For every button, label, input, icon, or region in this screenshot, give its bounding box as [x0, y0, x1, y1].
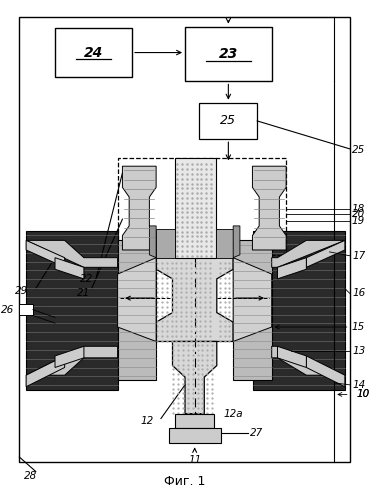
Text: 27: 27 — [250, 428, 263, 438]
Polygon shape — [233, 241, 272, 380]
Text: 29: 29 — [15, 286, 28, 296]
Text: 10: 10 — [357, 389, 370, 399]
Polygon shape — [306, 241, 345, 267]
Polygon shape — [118, 241, 156, 380]
Text: 26: 26 — [1, 305, 14, 315]
Text: 18: 18 — [352, 204, 365, 214]
Polygon shape — [252, 166, 286, 250]
Text: Фиг. 1: Фиг. 1 — [164, 475, 206, 488]
Polygon shape — [169, 428, 221, 443]
Polygon shape — [26, 231, 118, 390]
Polygon shape — [156, 229, 175, 257]
Text: 25: 25 — [352, 145, 365, 155]
Polygon shape — [26, 241, 65, 267]
Polygon shape — [272, 346, 345, 375]
Polygon shape — [253, 231, 345, 390]
Text: 16: 16 — [352, 288, 366, 298]
Text: 22: 22 — [80, 274, 93, 284]
Text: 28: 28 — [24, 471, 37, 482]
Text: 20: 20 — [352, 210, 365, 220]
Polygon shape — [175, 414, 214, 428]
Polygon shape — [200, 103, 257, 139]
Polygon shape — [26, 346, 118, 375]
Polygon shape — [55, 28, 132, 77]
Polygon shape — [278, 346, 306, 367]
Text: 12: 12 — [141, 416, 154, 427]
Polygon shape — [306, 356, 345, 387]
Polygon shape — [26, 241, 118, 267]
Polygon shape — [272, 241, 345, 267]
Text: 21: 21 — [77, 288, 91, 298]
Text: 14: 14 — [352, 380, 366, 390]
Polygon shape — [19, 17, 350, 462]
Polygon shape — [19, 304, 33, 315]
Text: 11: 11 — [188, 455, 201, 465]
Text: 12a: 12a — [224, 409, 243, 419]
Text: 24: 24 — [84, 45, 103, 59]
Text: 17: 17 — [352, 251, 366, 261]
Text: 10: 10 — [357, 389, 370, 399]
Polygon shape — [55, 257, 84, 279]
Polygon shape — [175, 159, 216, 257]
Polygon shape — [55, 346, 84, 367]
Polygon shape — [233, 257, 272, 341]
Polygon shape — [216, 229, 233, 257]
Polygon shape — [118, 257, 156, 341]
Polygon shape — [122, 166, 156, 250]
Polygon shape — [150, 226, 156, 257]
Text: 15: 15 — [352, 322, 365, 332]
Text: 19: 19 — [352, 216, 365, 226]
Text: 13: 13 — [352, 346, 366, 356]
Polygon shape — [26, 356, 65, 387]
Polygon shape — [173, 341, 217, 414]
Polygon shape — [156, 257, 233, 341]
Polygon shape — [233, 226, 240, 257]
Text: 23: 23 — [219, 47, 238, 61]
Text: 25: 25 — [220, 114, 236, 127]
Polygon shape — [278, 257, 306, 279]
Polygon shape — [185, 26, 272, 81]
